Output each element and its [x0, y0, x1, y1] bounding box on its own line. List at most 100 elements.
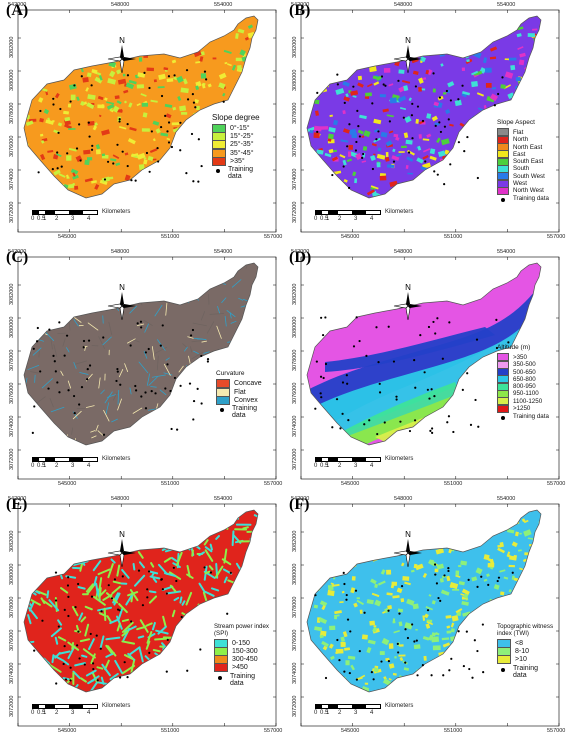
training-point — [118, 120, 120, 122]
training-point — [83, 340, 85, 342]
training-point — [359, 135, 361, 137]
training-point — [437, 174, 439, 176]
training-point — [383, 83, 385, 85]
y-tick-label: 3080000 — [9, 317, 15, 338]
training-point — [379, 391, 381, 393]
training-dot-icon — [220, 408, 224, 412]
training-point — [54, 360, 56, 362]
training-point — [442, 674, 444, 676]
training-point — [450, 658, 452, 660]
training-point — [395, 396, 397, 398]
training-point — [349, 672, 351, 674]
legend-label: >450 — [232, 664, 248, 671]
training-point — [447, 570, 449, 572]
training-point — [76, 147, 78, 149]
x-tick-label: 548000 — [394, 496, 412, 502]
y-tick-label: 3080000 — [292, 564, 298, 585]
training-point — [336, 639, 338, 641]
training-point — [434, 573, 436, 575]
training-point — [66, 152, 68, 154]
training-point — [148, 348, 150, 350]
training-point — [73, 395, 75, 397]
y-tick-label: 3072000 — [292, 202, 298, 223]
training-point — [331, 426, 333, 428]
training-point — [381, 75, 383, 77]
training-point — [170, 428, 172, 430]
training-point — [396, 398, 398, 400]
training-point — [439, 600, 441, 602]
legend-item: Convex — [216, 396, 272, 404]
training-point — [314, 594, 316, 596]
training-dot-icon — [501, 198, 505, 202]
training-point — [413, 359, 415, 361]
training-point — [127, 74, 129, 76]
x-tick-label: 557000 — [264, 481, 282, 487]
training-point — [58, 625, 60, 627]
training-point — [117, 608, 119, 610]
training-point — [477, 177, 479, 179]
training-point — [88, 122, 90, 124]
training-point — [433, 395, 435, 397]
y-tick-label: 3074000 — [9, 416, 15, 437]
training-point — [343, 572, 345, 574]
training-point — [57, 167, 59, 169]
legend-label: 1100-1250 — [513, 398, 542, 405]
x-tick-label: 551000 — [161, 728, 179, 734]
training-point — [427, 609, 429, 611]
training-point — [401, 585, 403, 587]
training-point — [498, 577, 500, 579]
y-tick-label: 3080000 — [9, 564, 15, 585]
training-point — [428, 397, 430, 399]
legend-item-training: Training data — [497, 665, 561, 679]
training-point — [167, 639, 169, 641]
training-point — [146, 152, 148, 154]
legend-label: 150-300 — [232, 648, 258, 655]
training-point — [69, 667, 71, 669]
x-tick-label: 554000 — [497, 2, 515, 8]
legend-label: West — [513, 180, 527, 187]
training-point — [431, 388, 433, 390]
training-point — [501, 76, 503, 78]
x-tick-label: 557000 — [547, 728, 565, 734]
training-point — [495, 319, 497, 321]
map-canvas — [2, 494, 282, 737]
training-point — [173, 567, 175, 569]
y-tick-label: 3082000 — [292, 284, 298, 305]
training-point — [140, 326, 142, 328]
training-point — [399, 421, 401, 423]
training-point — [463, 665, 465, 667]
training-point — [207, 360, 209, 362]
training-point — [74, 412, 76, 414]
training-point — [192, 418, 194, 420]
training-point — [186, 670, 188, 672]
training-point — [97, 679, 99, 681]
scale-label: 1 — [326, 216, 329, 222]
training-point — [353, 345, 355, 347]
training-point — [379, 383, 381, 385]
training-point — [358, 340, 360, 342]
training-point — [79, 159, 81, 161]
training-point — [443, 574, 445, 576]
training-point — [179, 385, 181, 387]
scale-unit: Kilometers — [385, 456, 413, 462]
training-point — [408, 151, 410, 153]
training-point — [446, 421, 448, 423]
training-point — [189, 382, 191, 384]
y-tick-label: 3074000 — [292, 663, 298, 684]
x-tick-label: 542000 — [8, 249, 26, 255]
y-tick-label: 3078000 — [292, 597, 298, 618]
training-point — [160, 345, 162, 347]
training-point — [104, 178, 106, 180]
scale-unit: Kilometers — [102, 209, 130, 215]
scale-label: 3 — [354, 216, 357, 222]
training-point — [164, 387, 166, 389]
scale-label: 4 — [370, 216, 373, 222]
training-point — [431, 432, 433, 434]
training-point — [193, 102, 195, 104]
